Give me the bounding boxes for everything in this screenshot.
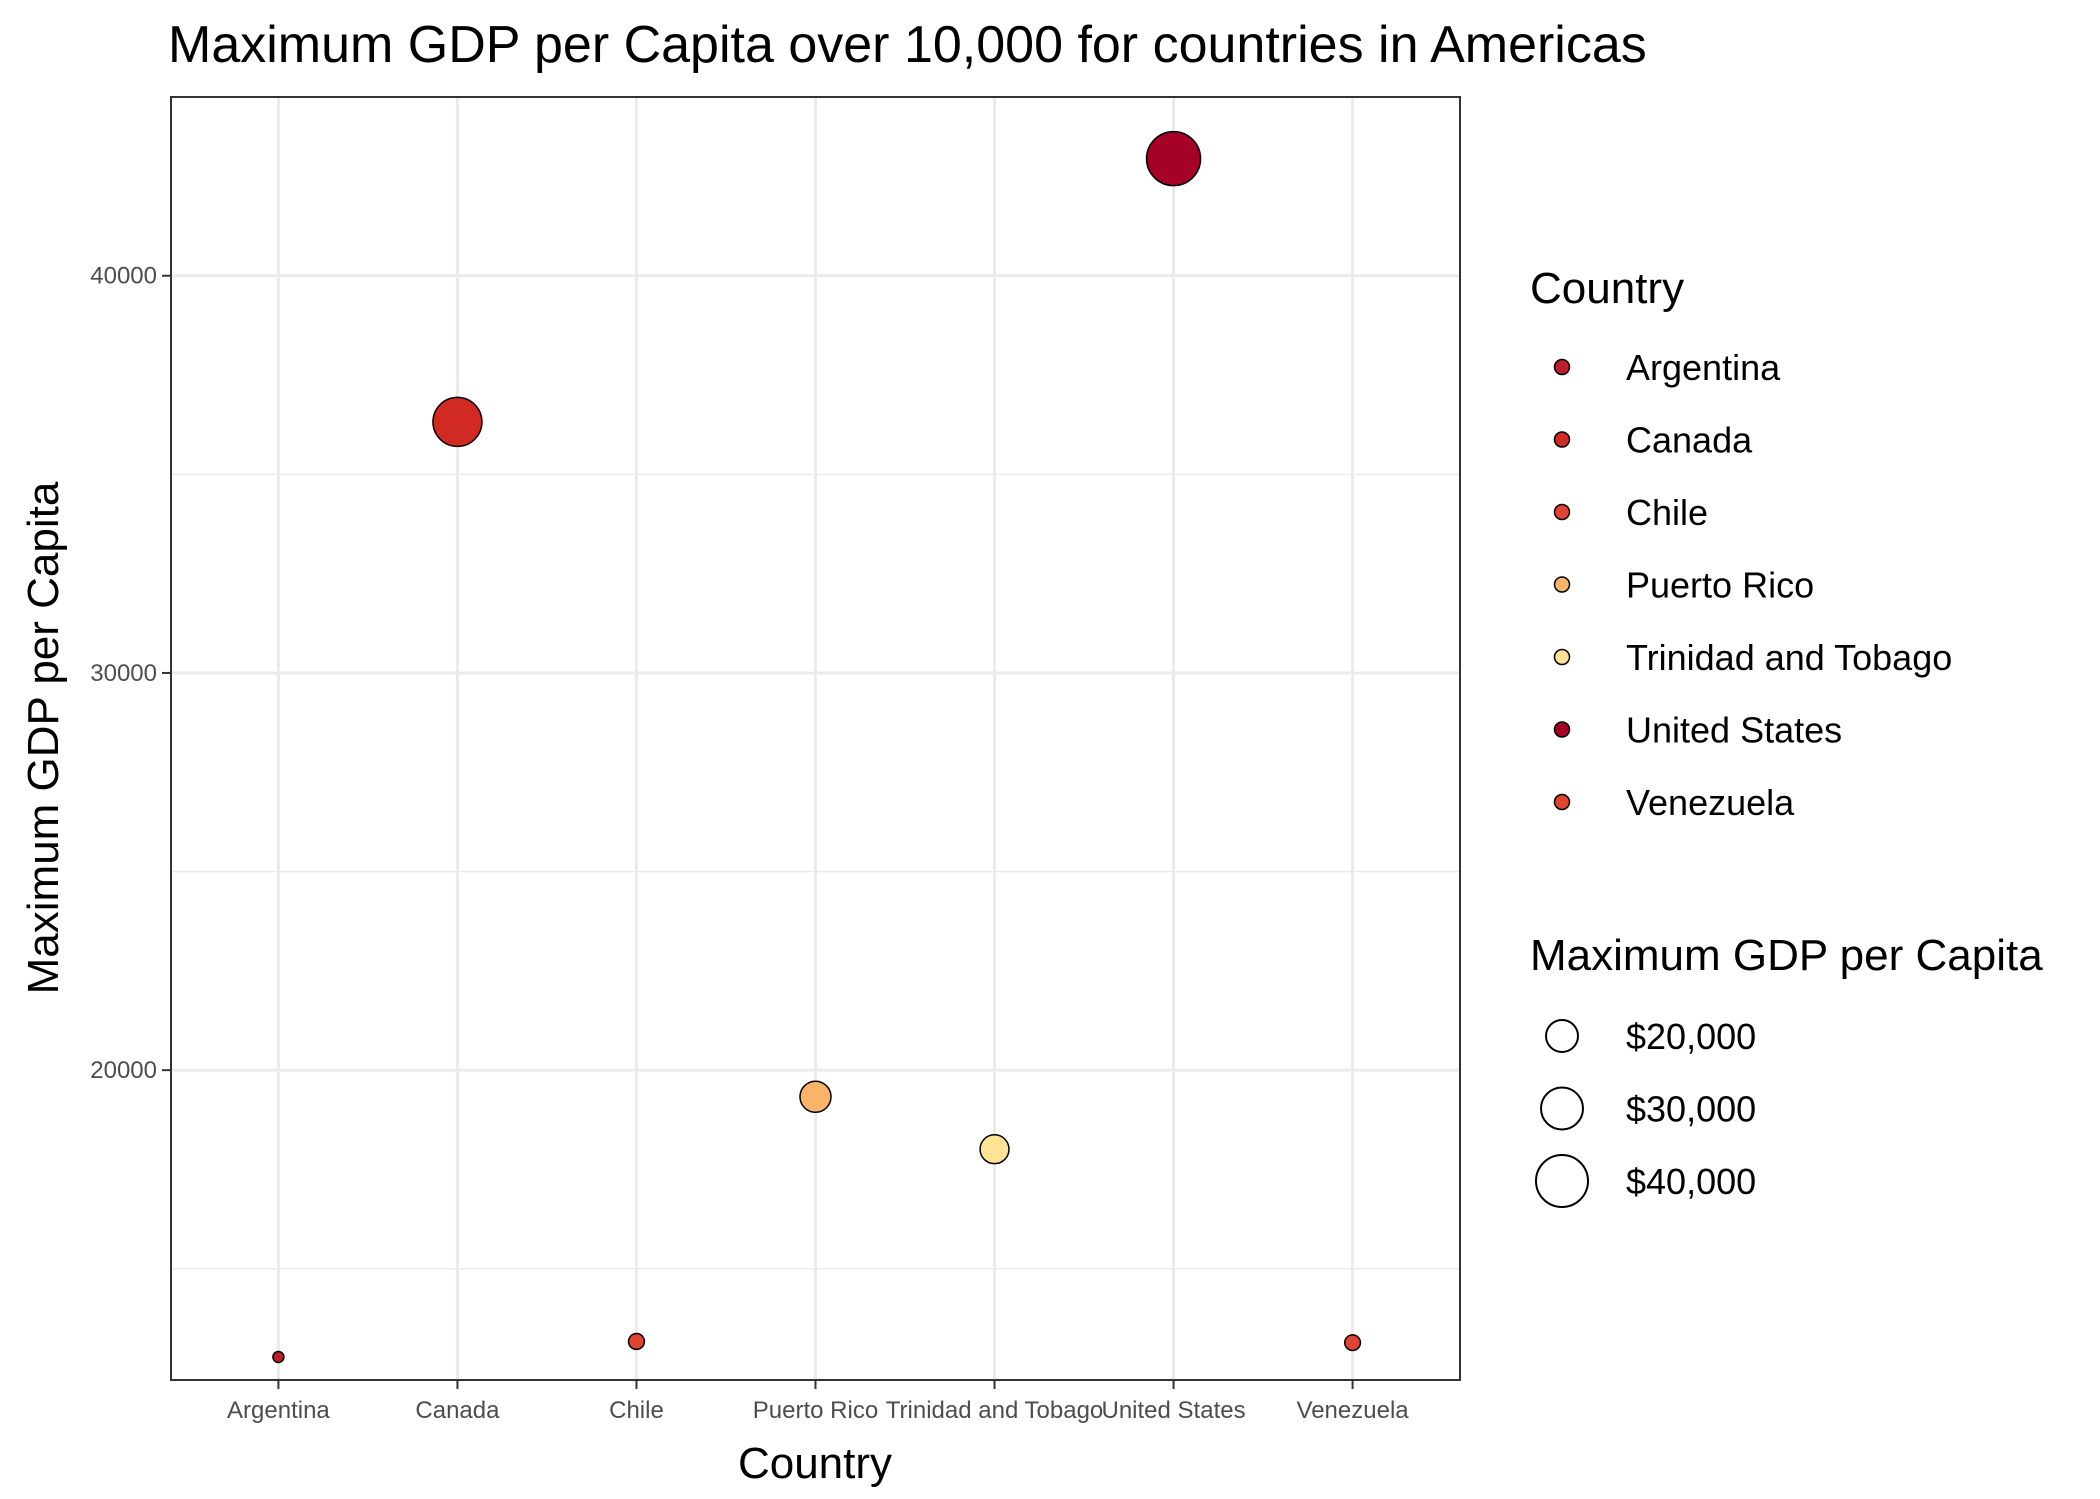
data-point <box>979 1134 1010 1165</box>
x-axis-title: Country <box>738 1439 892 1488</box>
legend-size-entries: $20,000 $30,000 $40,000 <box>1535 1016 1756 1208</box>
x-tick-label: Chile <box>609 1397 664 1424</box>
legend-size-label: $30,000 <box>1626 1089 1756 1130</box>
legend-size-key <box>1545 1019 1579 1053</box>
legend-color-title: Country <box>1530 264 1684 313</box>
data-point <box>1343 1334 1362 1352</box>
x-tick-label: Canada <box>415 1397 500 1424</box>
legend-color-key <box>1553 648 1571 666</box>
legend-color-label: Venezuela <box>1626 782 1795 823</box>
legend-color-key <box>1553 358 1571 376</box>
legend-color-key <box>1553 793 1571 811</box>
x-axis-ticks: Argentina Canada Chile Puerto Rico Trinidad … <box>227 1380 1409 1424</box>
legend-color-label: Chile <box>1626 492 1708 533</box>
y-tick-label: 20000 <box>90 1057 157 1084</box>
legend-color-key <box>1553 721 1571 738</box>
legend: Country Argentina Canada Chile Puerto Rico T… <box>1530 264 2043 1208</box>
y-axis-title: Maximum GDP per Capita <box>19 481 68 994</box>
legend-color-label: Trinidad and Tobago <box>1626 637 1952 678</box>
x-tick-label: United States <box>1102 1397 1246 1424</box>
x-tick-label: Trinidad and Tobago <box>886 1397 1104 1424</box>
legend-color-entries: Argentina Canada Chile Puerto Rico Trinidad … <box>1553 347 1952 823</box>
plot-area <box>170 96 1461 1381</box>
grid-lines <box>171 97 1460 1380</box>
x-tick-label: Argentina <box>227 1397 330 1424</box>
data-point <box>272 1350 285 1364</box>
legend-size-title: Maximum GDP per Capita <box>1530 931 2043 980</box>
data-points <box>272 130 1362 1364</box>
legend-color-label: Canada <box>1626 420 1753 461</box>
data-point <box>432 396 483 448</box>
legend-color-label: Puerto Rico <box>1626 565 1814 606</box>
chart-title: Maximum GDP per Capita over 10,000 for c… <box>168 16 1647 74</box>
y-tick-label: 40000 <box>90 263 157 290</box>
y-tick-label: 30000 <box>90 660 157 687</box>
x-tick-label: Venezuela <box>1297 1397 1410 1424</box>
legend-color-key <box>1553 576 1571 593</box>
legend-color-label: Argentina <box>1626 347 1781 388</box>
x-tick-label: Puerto Rico <box>753 1397 878 1424</box>
data-point <box>799 1080 832 1114</box>
legend-size-label: $20,000 <box>1626 1016 1756 1057</box>
legend-size-key <box>1540 1086 1584 1131</box>
y-axis-ticks: 20000 30000 40000 <box>90 263 171 1084</box>
legend-color-key <box>1553 503 1571 521</box>
data-point <box>627 1332 646 1351</box>
legend-color-label: United States <box>1626 710 1842 751</box>
legend-size-key <box>1535 1154 1589 1208</box>
legend-color-key <box>1553 431 1571 448</box>
legend-size-label: $40,000 <box>1626 1161 1756 1202</box>
data-point <box>1145 130 1202 187</box>
